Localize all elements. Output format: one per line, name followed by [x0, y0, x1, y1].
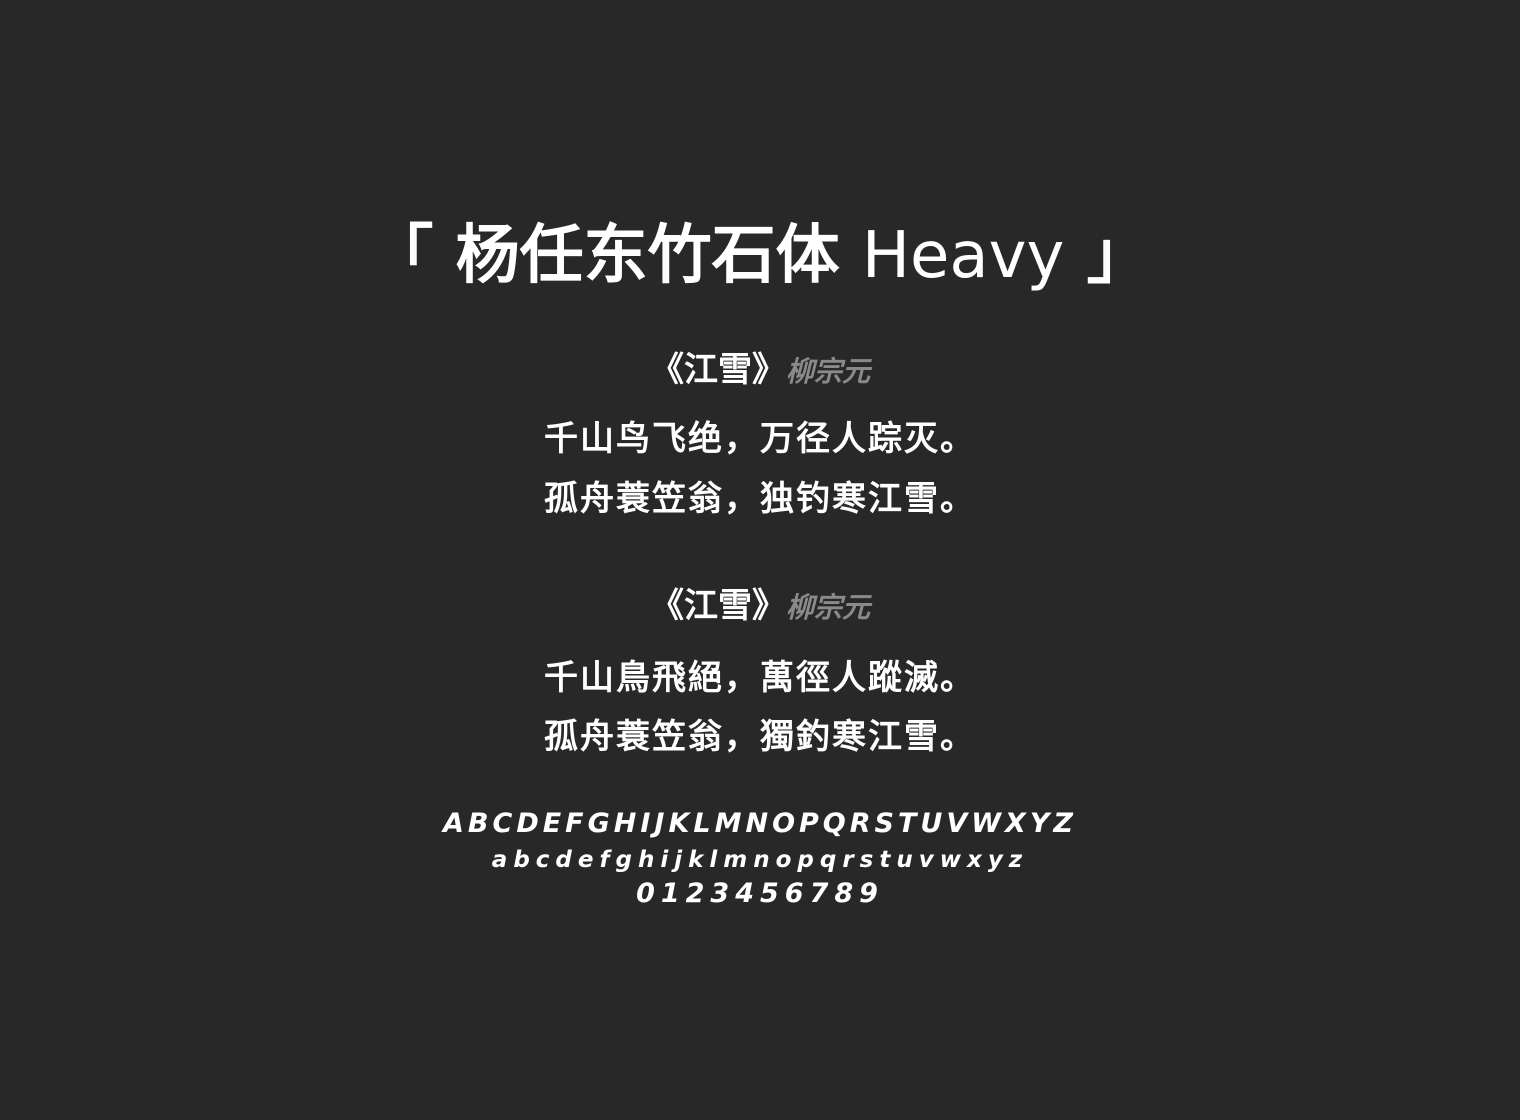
- lowercase-alphabet-sample: abcdefghijklmnopqrstuvwxyz: [491, 847, 1029, 873]
- poem-author: 柳宗元: [785, 591, 870, 624]
- poem-heading-simplified: 《江雪》柳宗元: [0, 348, 1520, 394]
- title-font-weight: Heavy: [861, 219, 1065, 293]
- poem-title: 《江雪》: [649, 586, 786, 626]
- font-name-title: 「 杨任东竹石体 Heavy 」: [0, 214, 1520, 298]
- digits-sample: 0123456789: [636, 878, 884, 909]
- poem-line: 千山鸟飞绝，万径人踪灭。: [544, 419, 976, 459]
- poem-heading-traditional: 《江雪》柳宗元: [0, 584, 1520, 630]
- title-font-name-cjk: 杨任东竹石体: [455, 219, 840, 293]
- title-open-bracket: 「: [369, 219, 434, 293]
- poem-line: 孤舟蓑笠翁，独钓寒江雪。: [544, 479, 976, 519]
- poem-title: 《江雪》: [649, 350, 786, 390]
- poem-line: 千山鳥飛絕，萬徑人蹤滅。: [544, 658, 976, 698]
- uppercase-alphabet-sample: ABCDEFGHIJKLMNOPQRSTUVWXYZ: [443, 808, 1077, 839]
- title-close-bracket: 」: [1086, 219, 1151, 293]
- poem-line: 孤舟蓑笠翁，獨釣寒江雪。: [544, 717, 976, 757]
- poem-author: 柳宗元: [785, 355, 870, 388]
